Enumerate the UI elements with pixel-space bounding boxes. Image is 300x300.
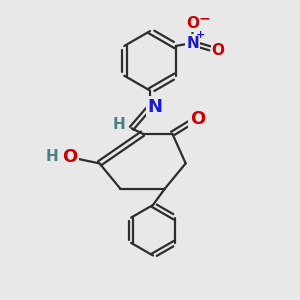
Text: O: O — [62, 148, 77, 166]
Text: −: − — [198, 12, 210, 26]
Text: N: N — [186, 35, 199, 50]
Text: O: O — [212, 43, 225, 58]
Text: H: H — [113, 117, 125, 132]
Text: N: N — [148, 98, 163, 116]
Text: O: O — [186, 16, 199, 31]
Text: O: O — [190, 110, 205, 128]
Text: +: + — [196, 30, 205, 40]
Text: H: H — [46, 149, 58, 164]
